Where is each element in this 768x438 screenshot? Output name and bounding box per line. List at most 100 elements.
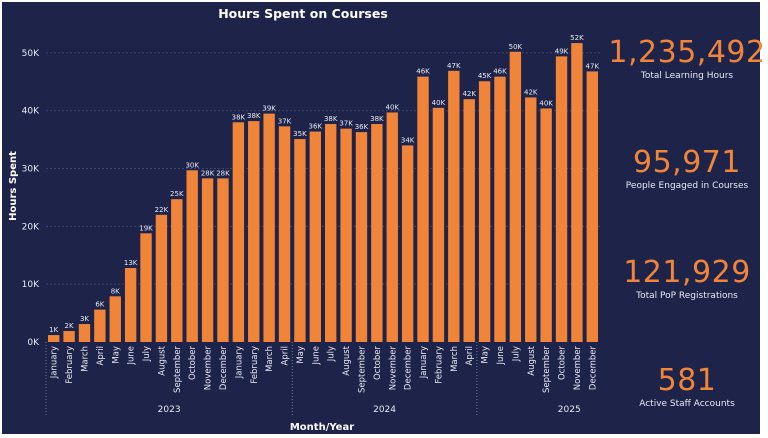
- data-label: 50K: [509, 43, 523, 51]
- month-tick-label: October: [373, 346, 383, 381]
- bar[interactable]: [478, 81, 491, 343]
- month-tick-label: April: [465, 346, 475, 365]
- kpi-label: People Engaged in Courses: [625, 181, 749, 191]
- y-tick-label: 50K: [22, 49, 40, 59]
- month-tick-label: February: [434, 346, 444, 384]
- bar[interactable]: [401, 145, 414, 342]
- month-tick-label: October: [188, 346, 198, 381]
- month-tick-label: January: [419, 346, 429, 379]
- data-label: 46K: [416, 68, 430, 76]
- bar[interactable]: [232, 122, 245, 342]
- bar[interactable]: [186, 170, 198, 342]
- bar[interactable]: [217, 178, 229, 342]
- data-label: 45K: [478, 72, 492, 80]
- bar[interactable]: [201, 178, 214, 342]
- month-tick-label: August: [527, 345, 537, 375]
- bar[interactable]: [63, 331, 75, 342]
- bar[interactable]: [340, 128, 352, 342]
- bar[interactable]: [386, 112, 398, 342]
- bar[interactable]: [586, 71, 598, 342]
- data-label: 28K: [201, 169, 215, 177]
- bar[interactable]: [278, 126, 291, 342]
- month-tick-label: June: [311, 346, 321, 366]
- data-label: 1K: [49, 326, 58, 334]
- month-tick-label: December: [588, 345, 598, 390]
- data-label: 38K: [324, 115, 338, 123]
- bar[interactable]: [263, 113, 275, 342]
- y-tick-label: 0K: [27, 338, 40, 348]
- bar[interactable]: [494, 76, 506, 342]
- kpi-label: Total PoP Registrations: [636, 291, 738, 301]
- month-tick-label: November: [573, 345, 583, 390]
- bar[interactable]: [325, 124, 337, 342]
- data-label: 42K: [462, 90, 476, 98]
- month-tick-label: August: [342, 345, 352, 375]
- month-tick-label: February: [250, 346, 260, 384]
- data-label: 13K: [124, 259, 138, 267]
- bar[interactable]: [48, 335, 60, 342]
- y-tick-label: 20K: [22, 222, 40, 232]
- x-axis-title: Month/Year: [290, 422, 354, 433]
- year-tick-label: 2025: [558, 405, 581, 415]
- month-tick-label: May: [481, 346, 491, 364]
- bar[interactable]: [140, 233, 152, 342]
- bar[interactable]: [109, 296, 121, 342]
- data-label: 19K: [139, 224, 153, 232]
- kpi-people-engaged: 95,971 People Engaged in Courses: [608, 146, 766, 192]
- data-label: 25K: [170, 190, 184, 198]
- data-label: 38K: [247, 112, 261, 120]
- bar[interactable]: [124, 267, 137, 342]
- bar[interactable]: [555, 56, 568, 343]
- month-tick-label: June: [496, 346, 506, 366]
- data-label: 52K: [570, 34, 584, 42]
- month-tick-label: December: [219, 345, 229, 390]
- bar[interactable]: [371, 124, 383, 342]
- bar[interactable]: [355, 132, 368, 342]
- data-label: 2K: [65, 322, 74, 330]
- bar[interactable]: [432, 107, 445, 342]
- bar[interactable]: [448, 70, 460, 342]
- data-label: 40K: [432, 99, 446, 107]
- bar[interactable]: [525, 97, 537, 342]
- month-tick-label: April: [281, 346, 291, 365]
- bar[interactable]: [509, 51, 522, 343]
- data-label: 46K: [493, 68, 507, 76]
- kpi-active-staff: 581 Active Staff Accounts: [608, 364, 766, 410]
- bar[interactable]: [78, 324, 91, 342]
- month-tick-label: April: [96, 346, 106, 365]
- data-label: 40K: [386, 103, 400, 111]
- bar[interactable]: [571, 43, 583, 342]
- bar[interactable]: [294, 139, 306, 342]
- month-tick-label: November: [204, 345, 214, 390]
- data-label: 35K: [293, 130, 307, 138]
- year-tick-label: 2023: [158, 405, 181, 415]
- bar[interactable]: [463, 99, 475, 342]
- bar[interactable]: [94, 309, 106, 342]
- data-label: 42K: [524, 88, 538, 96]
- data-label: 38K: [370, 115, 384, 123]
- data-label: 38K: [232, 113, 246, 121]
- bar[interactable]: [417, 76, 429, 342]
- kpi-label: Total Learning Hours: [640, 71, 734, 81]
- chart-title: Hours Spent on Courses: [218, 6, 388, 21]
- bar[interactable]: [155, 214, 168, 342]
- data-label: 30K: [185, 161, 199, 169]
- data-label: 3K: [80, 315, 89, 323]
- month-tick-label: January: [234, 346, 244, 379]
- bar[interactable]: [171, 199, 183, 342]
- bar[interactable]: [309, 131, 321, 342]
- data-label: 36K: [355, 123, 369, 131]
- data-label: 36K: [309, 123, 323, 131]
- month-tick-label: September: [542, 345, 552, 392]
- bar[interactable]: [540, 108, 552, 342]
- y-tick-label: 40K: [22, 107, 40, 117]
- bar[interactable]: [248, 121, 260, 342]
- month-tick-label: July: [142, 346, 152, 362]
- data-label: 6K: [95, 301, 104, 309]
- month-tick-label: May: [111, 346, 121, 364]
- month-tick-label: September: [357, 345, 367, 392]
- y-tick-label: 10K: [22, 280, 40, 290]
- month-tick-label: November: [388, 345, 398, 390]
- month-tick-label: March: [80, 346, 90, 372]
